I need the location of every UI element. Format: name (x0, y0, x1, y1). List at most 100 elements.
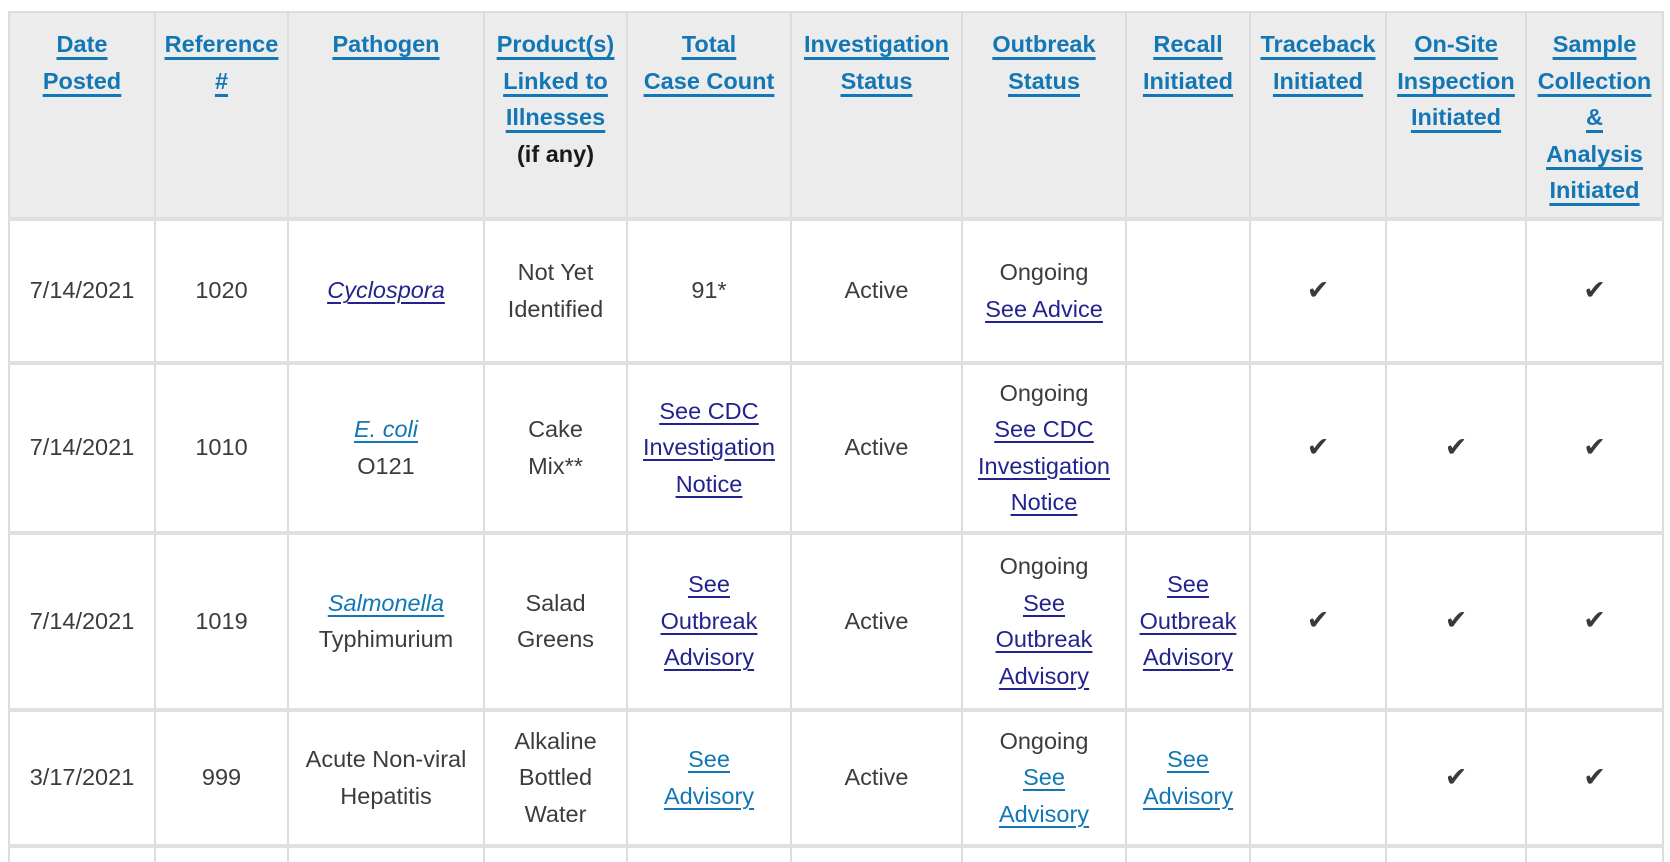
pathogen-strain: O121 (357, 452, 415, 479)
sort-link-outbreak-status[interactable]: Outbreak Status (992, 31, 1096, 94)
pathogen-link[interactable]: E. coli (354, 416, 418, 442)
column-header-investigation-status: Investigation Status (790, 11, 963, 221)
cell-empty (1249, 845, 1387, 862)
sort-link-onsite-inspection[interactable]: On-Site Inspection Initiated (1397, 31, 1515, 130)
cell-reference: 1010 (154, 362, 289, 535)
check-icon: ✔ (1444, 431, 1468, 462)
cell-outbreak-status: Ongoing See Advice (961, 218, 1127, 365)
table-header-row: Date Posted Reference # Pathogen Product… (8, 11, 1664, 221)
sort-link-investigation-status[interactable]: Investigation Status (804, 31, 949, 94)
cell-pathogen: Salmonella Typhimurium (287, 532, 485, 712)
cell-empty (790, 845, 963, 862)
cell-reference: 1020 (154, 218, 289, 365)
cell-recall (1125, 362, 1251, 535)
sort-link-recall[interactable]: Recall Initiated (1142, 31, 1234, 94)
cell-empty (626, 845, 792, 862)
case-count-link[interactable]: See Outbreak Advisory (660, 571, 758, 671)
cell-empty (287, 845, 485, 862)
cell-pathogen: E. coli O121 (287, 362, 485, 535)
cell-traceback: ✔ (1249, 218, 1387, 365)
cell-sample-collection: ✔ (1525, 532, 1664, 712)
case-count-link[interactable]: See CDC Investigation Notice (643, 397, 775, 497)
cell-case-count: See CDC Investigation Notice (626, 362, 792, 535)
cell-reference: 999 (154, 709, 289, 848)
cell-sample-collection: ✔ (1525, 362, 1664, 535)
pathogen-strain: Typhimurium (318, 626, 454, 652)
check-icon: ✔ (1444, 605, 1468, 636)
check-icon: ✔ (1306, 605, 1330, 636)
cell-date-posted: 7/14/2021 (8, 218, 156, 365)
sort-link-reference[interactable]: Reference # (164, 31, 279, 94)
recall-link[interactable]: See Advisory (1142, 746, 1234, 809)
cell-case-count: 91* (626, 218, 792, 365)
cell-date-posted: 3/17/2021 (8, 709, 156, 848)
cell-empty (1525, 845, 1664, 862)
outbreak-investigations-table: Date Posted Reference # Pathogen Product… (8, 11, 1664, 862)
cell-traceback: ✔ (1249, 532, 1387, 712)
check-icon: ✔ (1306, 274, 1330, 305)
column-header-product: Product(s) Linked to Illnesses (if any) (483, 11, 628, 221)
column-header-date-posted: Date Posted (8, 11, 156, 221)
cell-onsite-inspection (1385, 218, 1527, 365)
outbreak-advice-link[interactable]: See Advice (985, 295, 1103, 322)
column-header-recall: Recall Initiated (1125, 11, 1251, 221)
table-row: 7/14/2021 1020 Cyclospora Not Yet Identi… (8, 218, 1664, 365)
recall-link[interactable]: See Outbreak Advisory (1139, 571, 1237, 671)
outbreak-advice-link[interactable]: See Advisory (998, 764, 1090, 827)
cell-product: Alkaline Bottled Water (483, 709, 628, 848)
cell-pathogen: Cyclospora (287, 218, 485, 365)
case-count-link[interactable]: See Advisory (663, 746, 755, 809)
check-icon: ✔ (1583, 761, 1606, 792)
cell-sample-collection: ✔ (1525, 218, 1664, 365)
cell-investigation-status: Active (790, 532, 963, 712)
cell-sample-collection: ✔ (1525, 709, 1664, 848)
check-icon: ✔ (1444, 761, 1468, 792)
cell-empty (961, 845, 1127, 862)
pathogen-link[interactable]: Cyclospora (327, 277, 445, 304)
check-icon: ✔ (1583, 431, 1606, 462)
cell-empty (1385, 845, 1527, 862)
sort-link-date-posted[interactable]: Date Posted (42, 31, 122, 94)
cell-investigation-status: Active (790, 709, 963, 848)
product-header-note: (if any) (516, 140, 595, 167)
cell-outbreak-status: Ongoing See Advisory (961, 709, 1127, 848)
cell-traceback: ✔ (1249, 362, 1387, 535)
cell-date-posted: 7/14/2021 (8, 362, 156, 535)
table-row: 7/14/2021 1019 Salmonella Typhimurium Sa… (8, 532, 1664, 712)
cell-reference: 1019 (154, 532, 289, 712)
sort-link-product[interactable]: Product(s) Linked to Illnesses (496, 31, 615, 130)
cell-product: Cake Mix** (483, 362, 628, 535)
cell-onsite-inspection: ✔ (1385, 532, 1527, 712)
column-header-onsite-inspection: On-Site Inspection Initiated (1385, 11, 1527, 221)
cell-outbreak-status: Ongoing See Outbreak Advisory (961, 532, 1127, 712)
sort-link-pathogen[interactable]: Pathogen (332, 31, 440, 57)
column-header-case-count: Total Case Count (626, 11, 792, 221)
cell-recall: See Advisory (1125, 709, 1251, 848)
cell-pathogen: Acute Non-viral Hepatitis (287, 709, 485, 848)
cell-date-posted: 7/14/2021 (8, 532, 156, 712)
cell-empty (483, 845, 628, 862)
column-header-pathogen: Pathogen (287, 11, 485, 221)
sort-link-case-count[interactable]: Total Case Count (643, 31, 775, 94)
cell-case-count: See Advisory (626, 709, 792, 848)
table-row: 3/17/2021 999 Acute Non-viral Hepatitis … (8, 709, 1664, 848)
cell-recall (1125, 218, 1251, 365)
cell-product: Not Yet Identified (483, 218, 628, 365)
cell-outbreak-status: Ongoing See CDC Investigation Notice (961, 362, 1127, 535)
sort-link-traceback[interactable]: Traceback Initiated (1260, 31, 1376, 94)
sort-link-sample-collection[interactable]: Sample Collection & Analysis Initiated (1537, 31, 1652, 203)
outbreak-advice-link[interactable]: See Outbreak Advisory (995, 589, 1093, 689)
column-header-sample-collection: Sample Collection & Analysis Initiated (1525, 11, 1664, 221)
table-row-partial (8, 845, 1664, 862)
table-row: 7/14/2021 1010 E. coli O121 Cake Mix** S… (8, 362, 1664, 535)
cell-case-count: See Outbreak Advisory (626, 532, 792, 712)
outbreak-advice-link[interactable]: See CDC Investigation Notice (978, 416, 1110, 515)
check-icon: ✔ (1583, 274, 1606, 305)
column-header-traceback: Traceback Initiated (1249, 11, 1387, 221)
column-header-outbreak-status: Outbreak Status (961, 11, 1127, 221)
cell-empty (8, 845, 156, 862)
column-header-reference: Reference # (154, 11, 289, 221)
cell-investigation-status: Active (790, 362, 963, 535)
pathogen-link[interactable]: Salmonella (327, 589, 445, 616)
cell-traceback (1249, 709, 1387, 848)
